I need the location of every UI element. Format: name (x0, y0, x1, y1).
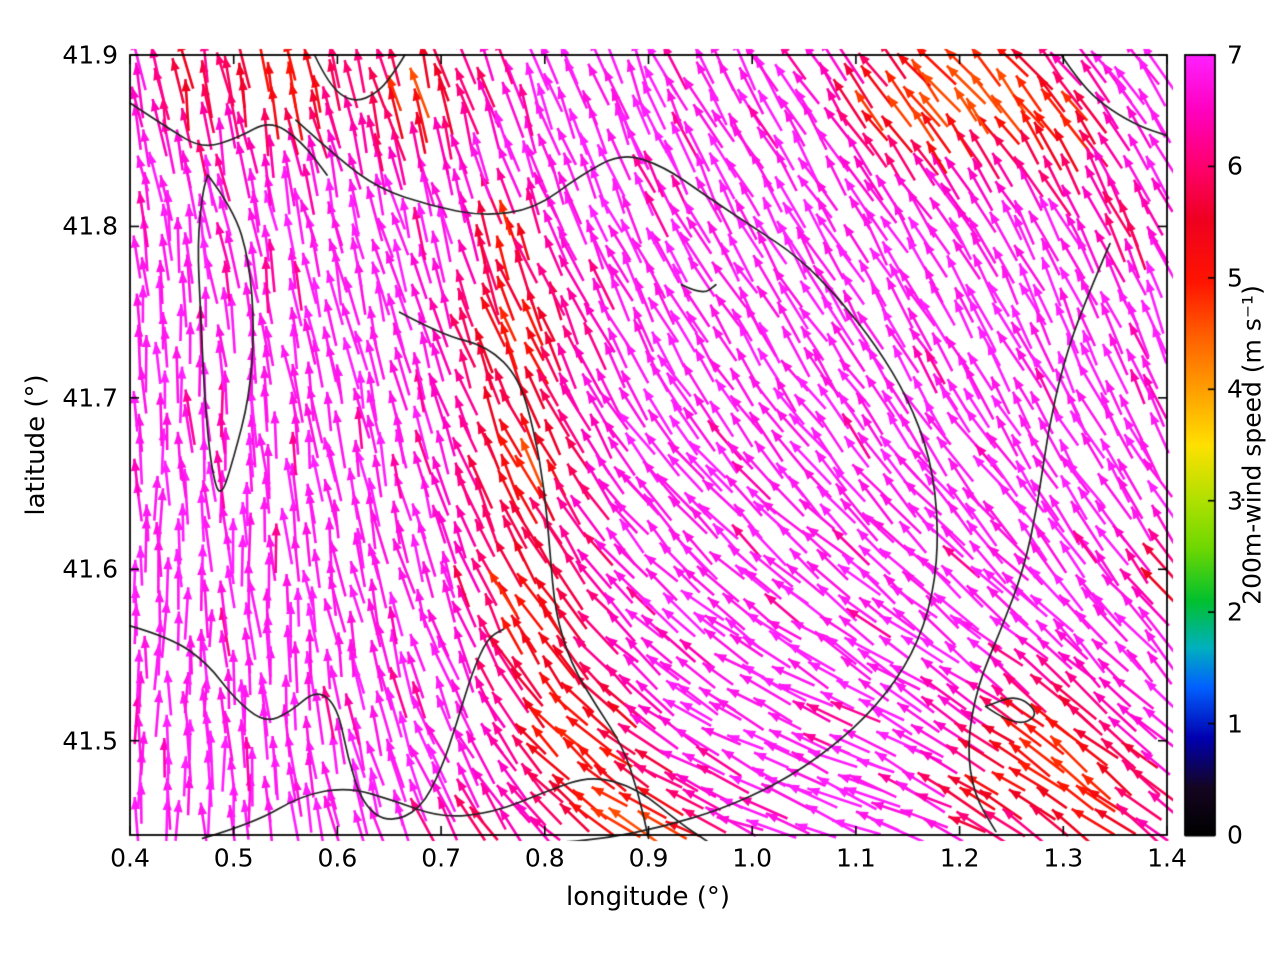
y-tick-label: 41.5 (62, 726, 118, 756)
colorbar-tick-label: 4 (1227, 374, 1243, 404)
x-tick-label: 0.8 (524, 843, 565, 873)
colorbar-label: 200m-wind speed (m s⁻¹) (1237, 285, 1267, 605)
y-axis-label: latitude (°) (21, 374, 51, 516)
x-tick-label: 1.3 (1043, 843, 1084, 873)
colorbar-tick-label: 3 (1227, 486, 1243, 516)
x-tick-label: 0.4 (110, 843, 150, 873)
colorbar-tick-label: 6 (1227, 151, 1243, 181)
y-tick-label: 41.8 (62, 211, 118, 241)
colorbar-tick-label: 1 (1227, 709, 1243, 739)
y-tick-label: 41.6 (62, 554, 118, 584)
y-tick-label: 41.7 (62, 383, 118, 413)
x-tick-label: 1.1 (836, 843, 876, 873)
x-axis-label: longitude (°) (565, 882, 731, 912)
x-tick-label: 0.9 (628, 843, 669, 873)
x-tick-label: 0.6 (317, 843, 358, 873)
x-tick-label: 1.0 (732, 843, 773, 873)
colorbar-tick-label: 7 (1227, 40, 1243, 70)
colorbar-tick-label: 5 (1227, 263, 1243, 293)
colorbar-tick-label: 2 (1227, 597, 1243, 627)
x-tick-label: 1.4 (1147, 843, 1187, 873)
x-tick-label: 0.7 (421, 843, 461, 873)
colorbar-tick-label: 0 (1227, 820, 1243, 850)
x-tick-label: 0.5 (213, 843, 254, 873)
x-tick-label: 1.2 (939, 843, 980, 873)
y-tick-label: 41.9 (62, 40, 118, 70)
